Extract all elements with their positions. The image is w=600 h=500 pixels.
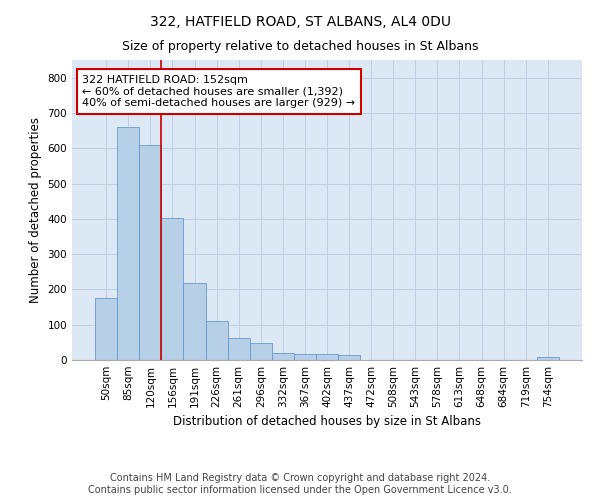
Text: Contains HM Land Registry data © Crown copyright and database right 2024.
Contai: Contains HM Land Registry data © Crown c… <box>88 474 512 495</box>
X-axis label: Distribution of detached houses by size in St Albans: Distribution of detached houses by size … <box>173 416 481 428</box>
Bar <box>250 344 272 360</box>
Text: 322, HATFIELD ROAD, ST ALBANS, AL4 0DU: 322, HATFIELD ROAD, ST ALBANS, AL4 0DU <box>149 15 451 29</box>
Bar <box>316 354 338 360</box>
Bar <box>338 356 360 360</box>
Bar <box>139 144 161 360</box>
Bar <box>206 321 227 360</box>
Bar <box>184 283 206 360</box>
Bar <box>95 298 117 360</box>
Bar <box>161 218 184 360</box>
Bar <box>294 354 316 360</box>
Bar <box>272 353 294 360</box>
Text: 322 HATFIELD ROAD: 152sqm
← 60% of detached houses are smaller (1,392)
40% of se: 322 HATFIELD ROAD: 152sqm ← 60% of detac… <box>82 75 355 108</box>
Bar <box>537 357 559 360</box>
Bar <box>227 338 250 360</box>
Y-axis label: Number of detached properties: Number of detached properties <box>29 117 42 303</box>
Bar <box>117 127 139 360</box>
Text: Size of property relative to detached houses in St Albans: Size of property relative to detached ho… <box>122 40 478 53</box>
